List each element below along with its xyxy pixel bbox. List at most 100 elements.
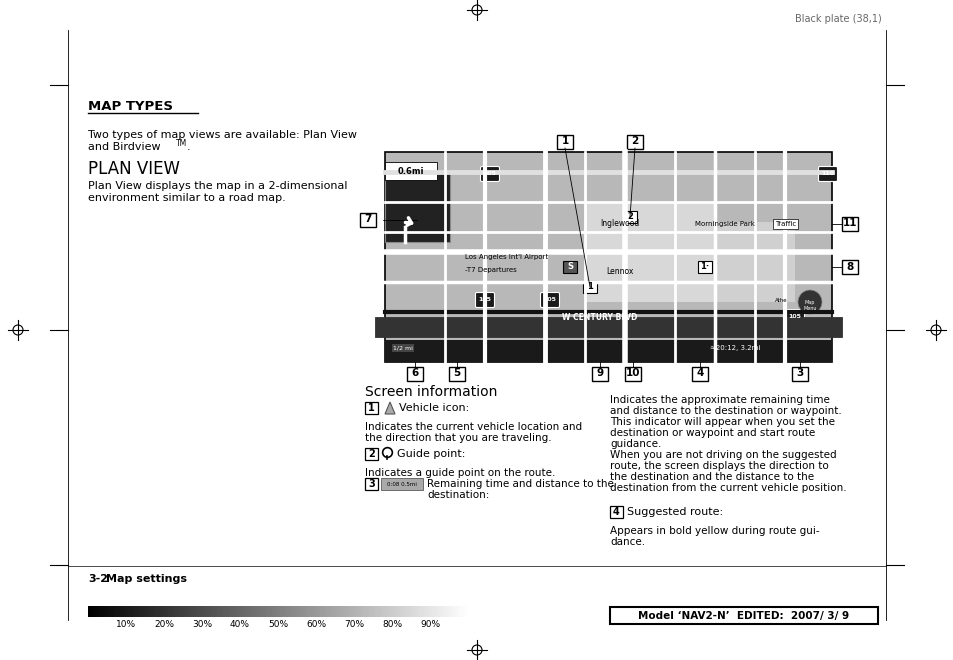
Bar [285, 606, 288, 617]
Bar [609, 506, 622, 518]
Bar [229, 606, 231, 617]
Bar [258, 606, 261, 617]
Bar [101, 606, 104, 617]
Bar [213, 606, 215, 617]
Bar [208, 606, 210, 617]
Bar [403, 606, 405, 617]
Bar [221, 606, 223, 617]
Bar [294, 606, 297, 617]
Bar [279, 606, 282, 617]
Bar [691, 367, 707, 381]
Bar [365, 448, 377, 460]
Bar [361, 606, 364, 617]
Bar [231, 606, 233, 617]
Bar [137, 606, 140, 617]
Bar [445, 606, 447, 617]
Bar [394, 606, 395, 617]
Bar [236, 606, 238, 617]
Bar [319, 606, 322, 617]
Text: 0.6mi: 0.6mi [397, 166, 424, 176]
Bar [175, 606, 177, 617]
Text: Menu: Menu [802, 306, 816, 311]
Bar [268, 606, 271, 617]
Bar [109, 606, 112, 617]
Text: 3: 3 [368, 479, 375, 489]
Bar [411, 606, 413, 617]
Text: the direction that you are traveling.: the direction that you are traveling. [365, 433, 551, 443]
Text: 4: 4 [696, 368, 703, 378]
Bar [456, 606, 458, 617]
Text: and Birdview: and Birdview [88, 142, 160, 152]
Bar [215, 606, 217, 617]
Bar [453, 606, 455, 617]
Bar [458, 606, 460, 617]
Bar [407, 367, 422, 381]
Text: Vehicle icon:: Vehicle icon: [398, 403, 469, 413]
Bar [283, 606, 286, 617]
Bar [378, 606, 380, 617]
Bar [88, 606, 91, 617]
Bar [841, 260, 857, 274]
Text: Indicates the approximate remaining time: Indicates the approximate remaining time [609, 395, 829, 405]
Bar [698, 261, 711, 273]
Bar [272, 606, 274, 617]
Bar [308, 606, 311, 617]
Bar [401, 606, 403, 617]
Bar [359, 606, 362, 617]
Text: TM: TM [175, 139, 187, 148]
Text: 1: 1 [368, 403, 375, 413]
Bar [350, 606, 353, 617]
Bar [333, 606, 335, 617]
Bar [375, 606, 376, 617]
Bar [376, 606, 378, 617]
Bar [714, 222, 794, 302]
Bar [405, 606, 407, 617]
Bar [622, 211, 637, 223]
Bar [557, 135, 573, 149]
Bar [107, 606, 110, 617]
Bar [287, 606, 290, 617]
Bar [335, 606, 337, 617]
Bar [156, 606, 158, 617]
Bar [424, 606, 426, 617]
Text: 9: 9 [596, 368, 603, 378]
Text: 105: 105 [543, 297, 556, 302]
Polygon shape [385, 402, 395, 414]
Bar [365, 478, 377, 490]
Bar [291, 606, 294, 617]
Bar [160, 606, 162, 617]
Bar [151, 606, 152, 617]
Bar [164, 606, 166, 617]
Text: 2: 2 [368, 449, 375, 459]
Text: 6: 6 [411, 368, 418, 378]
Bar [385, 172, 450, 242]
Bar [304, 606, 307, 617]
Bar [312, 606, 314, 617]
Text: Map: Map [804, 300, 814, 305]
Bar [466, 606, 468, 617]
Circle shape [797, 290, 821, 314]
Bar [281, 606, 284, 617]
Bar [223, 606, 225, 617]
Bar [168, 606, 170, 617]
Bar [359, 213, 375, 227]
Bar [225, 606, 227, 617]
Bar [357, 606, 360, 617]
Bar [198, 606, 200, 617]
Text: 2: 2 [631, 137, 638, 147]
Bar [95, 606, 98, 617]
Bar [315, 606, 318, 617]
Bar [399, 606, 401, 617]
Bar [395, 606, 397, 617]
Bar [348, 606, 351, 617]
Bar [352, 606, 355, 617]
Bar [432, 606, 434, 617]
Bar [323, 606, 326, 617]
Text: Indicates the current vehicle location and: Indicates the current vehicle location a… [365, 422, 581, 432]
Bar [149, 606, 151, 617]
Text: PLAN VIEW: PLAN VIEW [88, 160, 180, 178]
Text: 10: 10 [625, 368, 639, 378]
Bar [369, 606, 372, 617]
Text: 8: 8 [845, 261, 853, 271]
Bar [447, 606, 449, 617]
